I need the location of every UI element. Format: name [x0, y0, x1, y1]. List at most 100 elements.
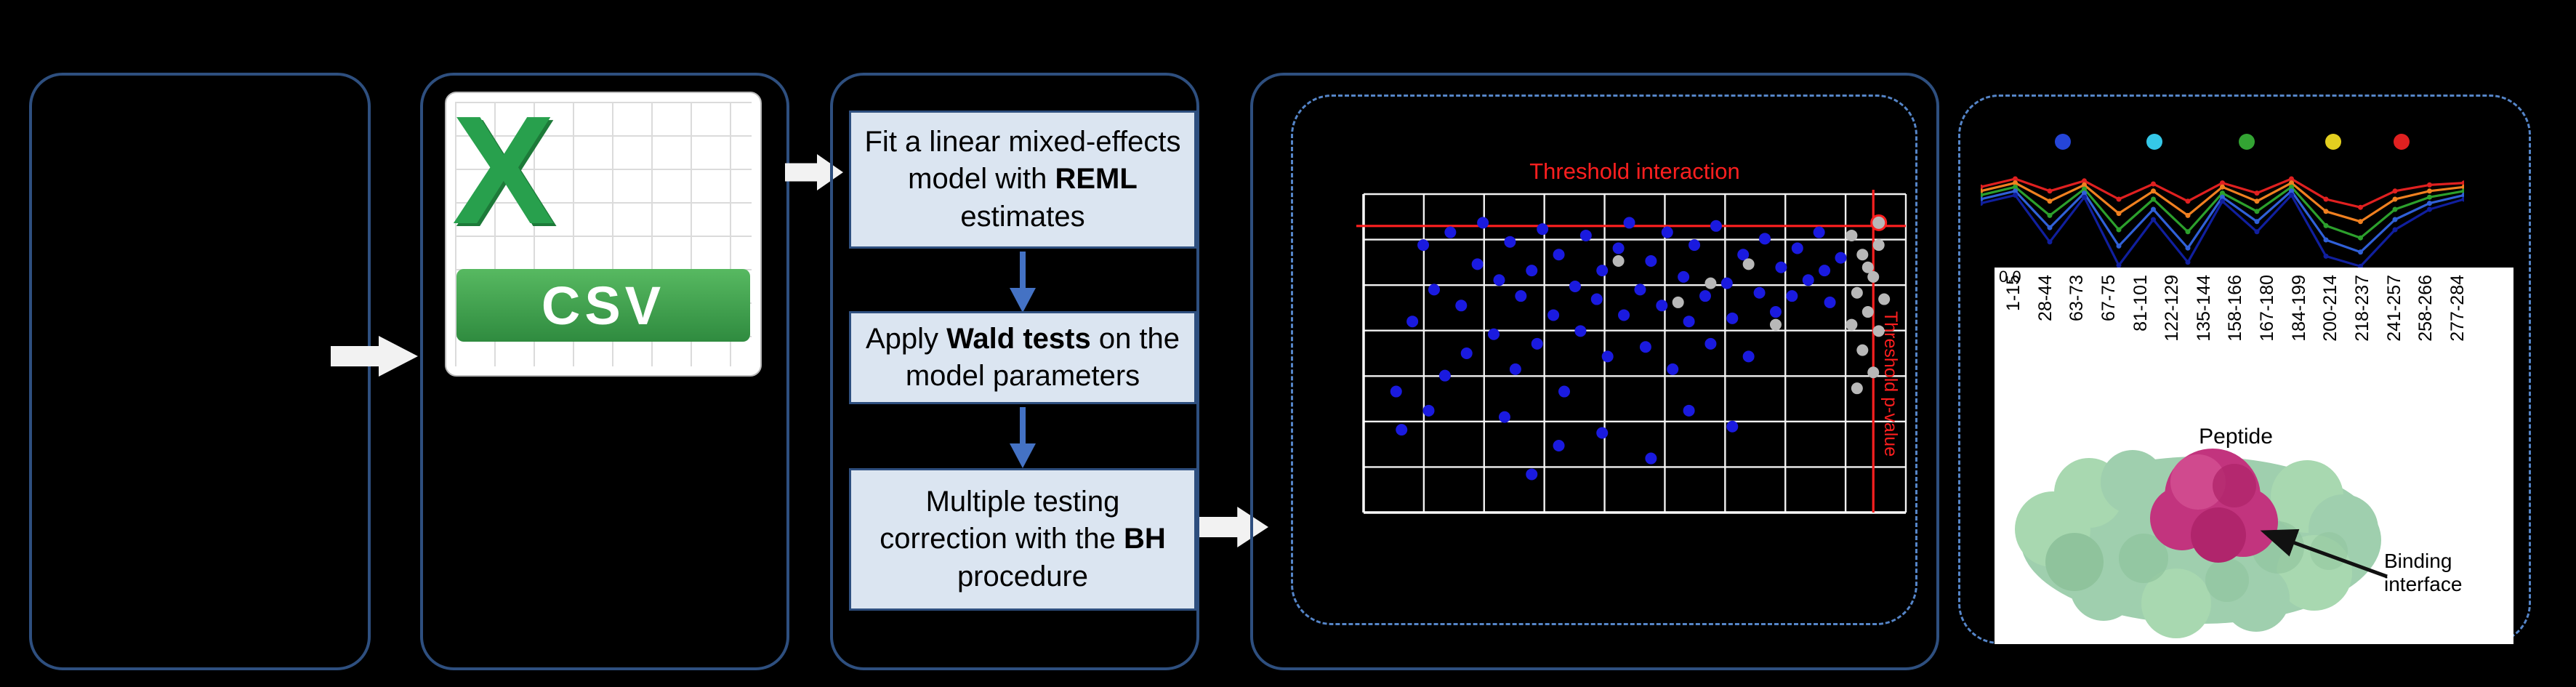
legend-dot: [2393, 134, 2410, 150]
step-wald-box: Apply Wald tests on the model parameters: [849, 311, 1196, 404]
scatter-point-blue: [1645, 254, 1657, 267]
scatter-point-blue: [1553, 249, 1565, 261]
uptake-point: [2220, 198, 2225, 204]
uptake-point: [2323, 237, 2329, 243]
peptide-tick-label: 67-75: [2098, 275, 2119, 321]
uptake-point: [2427, 194, 2432, 200]
scatter-point-blue: [1753, 286, 1766, 299]
step-fit-model-text: Fit a linear mixed-effects model with RE…: [863, 124, 1183, 236]
step1-pre: Fit a linear mixed-effects model with: [864, 126, 1181, 196]
scatter-point-gray: [1851, 382, 1863, 395]
threshold-scatter-plot: [1356, 190, 1907, 514]
scatter-point-gray: [1867, 366, 1880, 379]
scatter-title: Threshold interaction: [1529, 158, 1740, 184]
peptide-tick-label: 63-73: [2066, 275, 2088, 321]
peptide-tick-row: 1-15 28-44 63-73 67-75 81-101 122-129 135-144 1…: [2003, 275, 2468, 420]
scatter-point-blue: [1477, 217, 1489, 229]
uptake-point: [2151, 217, 2156, 222]
scatter-point-blue: [1645, 452, 1657, 465]
scatter-point-gray: [1867, 270, 1880, 283]
scatter-point-blue: [1444, 226, 1457, 238]
scatter-point-blue: [1590, 293, 1603, 305]
uptake-point: [2082, 186, 2087, 192]
peptide-tick-label: 184-199: [2288, 275, 2309, 342]
uptake-point: [2116, 262, 2122, 268]
uptake-point: [1981, 201, 1984, 206]
scatter-point-blue: [1656, 300, 1668, 312]
uptake-point: [2151, 196, 2156, 202]
uptake-point: [2185, 260, 2191, 265]
flow-arrow-right-1-icon: [331, 336, 418, 377]
uptake-line-navy: [1981, 193, 2464, 268]
scatter-point-blue: [1455, 300, 1468, 312]
legend-dot: [2055, 134, 2072, 150]
scatter-point-blue: [1601, 350, 1614, 363]
uptake-point: [2220, 190, 2225, 196]
x-axis-label: Peptide: [2199, 425, 2273, 449]
y-axis-tick: 0.0: [1999, 268, 2021, 286]
scatter-point-gray: [1856, 249, 1869, 261]
uptake-point: [2013, 176, 2018, 182]
uptake-point: [2047, 239, 2053, 245]
scatter-point-blue: [1417, 239, 1430, 252]
scatter-point-blue: [1661, 226, 1673, 238]
scatter-point-blue: [1791, 242, 1803, 254]
uptake-point: [2185, 229, 2191, 235]
uptake-point: [2254, 229, 2260, 235]
scatter-point-blue: [1678, 270, 1690, 283]
uptake-point: [2185, 198, 2191, 204]
uptake-point: [2392, 188, 2398, 194]
uptake-point: [2289, 192, 2294, 198]
scatter-point-blue: [1596, 265, 1609, 277]
scatter-point-blue: [1704, 337, 1717, 350]
scatter-point-blue: [1742, 350, 1755, 363]
scatter-point-blue: [1639, 341, 1651, 353]
peptide-tick-label: 81-101: [2130, 275, 2151, 332]
peptide-tick-label: 158-166: [2225, 275, 2246, 342]
uptake-point: [2116, 227, 2122, 233]
step-fit-model-box: Fit a linear mixed-effects model with RE…: [849, 111, 1196, 249]
uptake-point: [2116, 211, 2122, 217]
binding-interface-label: Binding interface: [2384, 550, 2463, 596]
uptake-point: [2461, 180, 2464, 186]
csv-page: CSV X: [445, 84, 762, 377]
uptake-point: [2323, 196, 2329, 202]
scatter-point-blue: [1553, 440, 1565, 452]
uptake-point: [2461, 188, 2464, 194]
uptake-point: [2047, 188, 2053, 194]
scatter-point-blue: [1683, 404, 1695, 417]
scatter-point-blue: [1428, 284, 1440, 296]
scatter-point-gray: [1861, 306, 1874, 318]
scatter-point-blue: [1824, 296, 1836, 308]
uptake-point: [2013, 180, 2018, 186]
scatter-point-blue: [1699, 290, 1711, 302]
peptide-tick-label: 167-180: [2257, 275, 2278, 342]
uptake-point: [2461, 196, 2464, 202]
scatter-point-blue: [1569, 281, 1581, 293]
step-wald-text: Apply Wald tests on the model parameters: [863, 321, 1183, 395]
scatter-point-gray: [1872, 325, 1885, 337]
uptake-point: [1981, 192, 1984, 198]
csv-banner-label: CSV: [456, 269, 750, 342]
down-arrow-2-icon: [1010, 407, 1036, 468]
uptake-point: [2151, 206, 2156, 212]
scatter-point-blue: [1526, 265, 1538, 277]
peptide-axis-panel: 0.0 1-15 28-44 63-73 67-75 81-101 122-129 135-…: [1995, 268, 2513, 644]
scatter-point-blue: [1396, 424, 1408, 436]
scatter-point-gray: [1861, 261, 1874, 273]
scatter-point-blue: [1726, 312, 1739, 324]
uptake-point: [2427, 206, 2432, 212]
step2-post: on the model parameters: [905, 322, 1180, 392]
scatter-point-gray: [1672, 296, 1684, 308]
panel-csv: [420, 73, 789, 670]
scatter-point-gray: [1704, 277, 1717, 289]
uptake-point: [2185, 245, 2191, 251]
uptake-point: [2220, 184, 2225, 190]
uptake-point: [2289, 184, 2294, 190]
scatter-point-blue: [1720, 277, 1733, 289]
uptake-point: [2392, 217, 2398, 222]
scatter-point-blue: [1498, 411, 1510, 423]
scatter-point-blue: [1683, 316, 1695, 328]
scatter-point-blue: [1634, 284, 1646, 296]
uptake-point: [2254, 209, 2260, 214]
